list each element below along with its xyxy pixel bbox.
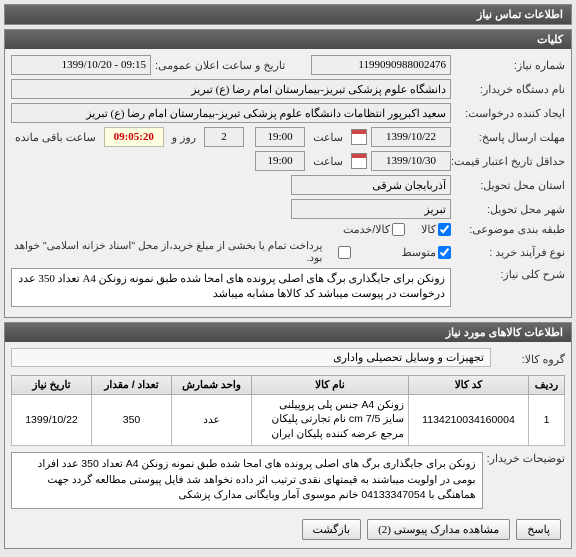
items-panel: اطلاعات کالاهای مورد نیاز گروه کالا: تجه…	[4, 322, 572, 549]
return-button[interactable]: بازگشت	[302, 519, 362, 540]
cell-name: زونکن A4 جنس پلی پروپیلنی سایز cm 7/5 نا…	[252, 394, 409, 445]
purchase-type-label: نوع فرآیند خرید :	[455, 246, 565, 259]
time-left-field	[104, 127, 164, 147]
delivery-province-label: استان محل تحویل:	[455, 179, 565, 192]
budget-class-label: طبقه بندی موضوعی:	[455, 223, 565, 236]
delivery-city-label: شهر محل تحویل:	[455, 203, 565, 216]
price-valid-time-field	[255, 151, 305, 171]
table-row: 11134210034160004زونکن A4 جنس پلی پروپیل…	[12, 394, 565, 445]
price-valid-date-field	[371, 151, 451, 171]
col-unit: واحد شمارش	[172, 375, 252, 394]
reply-time-field	[255, 127, 305, 147]
treasury-checkbox[interactable]	[338, 246, 351, 259]
buyer-user-field	[11, 103, 451, 123]
need-number-label: شماره نیاز:	[455, 59, 565, 72]
items-panel-header: اطلاعات کالاهای مورد نیاز	[5, 323, 571, 342]
day-and-label: روز و	[172, 131, 196, 144]
buyer-user-label: ایجاد کننده درخواست:	[455, 107, 565, 120]
hour-label-2: ساعت	[313, 155, 343, 168]
items-table: ردیف کد کالا نام کالا واحد شمارش تعداد /…	[11, 375, 565, 446]
mid-checkbox-label: متوسط	[401, 246, 436, 259]
buyer-desc-label: توضیحات خریدار:	[487, 452, 565, 465]
public-datetime-label: تاریخ و ساعت اعلان عمومی:	[155, 59, 285, 72]
buyer-org-label: نام دستگاه خریدار:	[455, 83, 565, 96]
mid-checkbox-wrap: متوسط	[401, 246, 451, 259]
goods-group-label: گروه کالا:	[495, 353, 565, 366]
mid-checkbox[interactable]	[438, 246, 451, 259]
reply-date-field	[371, 127, 451, 147]
service-checkbox[interactable]	[392, 223, 405, 236]
service-checkbox-wrap: کالا/خدمت	[343, 223, 405, 236]
cell-date: 1399/10/22	[12, 394, 92, 445]
cell-qty: 350	[92, 394, 172, 445]
contact-panel: اطلاعات تماس نیاز	[4, 4, 572, 25]
service-checkbox-label: کالا/خدمت	[343, 223, 390, 236]
goods-group-value: تجهیزات و وسایل تحصیلی واداری	[11, 348, 491, 367]
city-field	[291, 199, 451, 219]
col-row: ردیف	[529, 375, 565, 394]
col-qty: تعداد / مقدار	[92, 375, 172, 394]
remaining-label: ساعت باقی مانده	[15, 131, 96, 144]
treasury-checkbox-wrap	[338, 246, 351, 259]
public-datetime-field	[11, 55, 151, 75]
col-code: کد کالا	[409, 375, 529, 394]
cell-idx: 1	[529, 394, 565, 445]
attachments-button[interactable]: مشاهده مدارک پیوستی (2)	[367, 519, 510, 540]
calendar-icon-2	[351, 153, 367, 169]
cell-unit: عدد	[172, 394, 252, 445]
cell-code: 1134210034160004	[409, 394, 529, 445]
col-date: تاریخ نیاز	[12, 375, 92, 394]
col-name: نام کالا	[252, 375, 409, 394]
reply-deadline-label: مهلت ارسال پاسخ:	[455, 131, 565, 144]
contact-panel-header: اطلاعات تماس نیاز	[5, 5, 571, 24]
action-bar: پاسخ مشاهده مدارک پیوستی (2) بازگشت	[11, 513, 565, 542]
treasury-note: پرداخت تمام یا بخشی از مبلغ خرید،از محل …	[11, 240, 322, 264]
days-left-field	[204, 127, 244, 147]
reply-button[interactable]: پاسخ	[516, 519, 561, 540]
hour-label-1: ساعت	[313, 131, 343, 144]
goods-checkbox-wrap: کالا	[421, 223, 451, 236]
buyer-desc-field: زونکن برای جایگذاری برگ های اصلی پرونده …	[11, 452, 483, 509]
calendar-icon	[351, 129, 367, 145]
table-header-row: ردیف کد کالا نام کالا واحد شمارش تعداد /…	[12, 375, 565, 394]
goods-checkbox-label: کالا	[421, 223, 436, 236]
province-field	[291, 175, 451, 195]
general-panel-body: شماره نیاز: تاریخ و ساعت اعلان عمومی: نا…	[5, 49, 571, 317]
overall-desc-field: زونکن برای جایگذاری برگ های اصلی پرونده …	[11, 268, 451, 307]
general-panel: کلیات شماره نیاز: تاریخ و ساعت اعلان عمو…	[4, 29, 572, 318]
buyer-org-field	[11, 79, 451, 99]
overall-title-label: شرح کلی نیاز:	[455, 268, 565, 281]
price-valid-label: حداقل تاریخ اعتبار قیمت: تا تاریخ:	[455, 155, 565, 168]
items-panel-body: گروه کالا: تجهیزات و وسایل تحصیلی واداری…	[5, 342, 571, 548]
general-panel-header: کلیات	[5, 30, 571, 49]
need-number-field	[311, 55, 451, 75]
goods-checkbox[interactable]	[438, 223, 451, 236]
